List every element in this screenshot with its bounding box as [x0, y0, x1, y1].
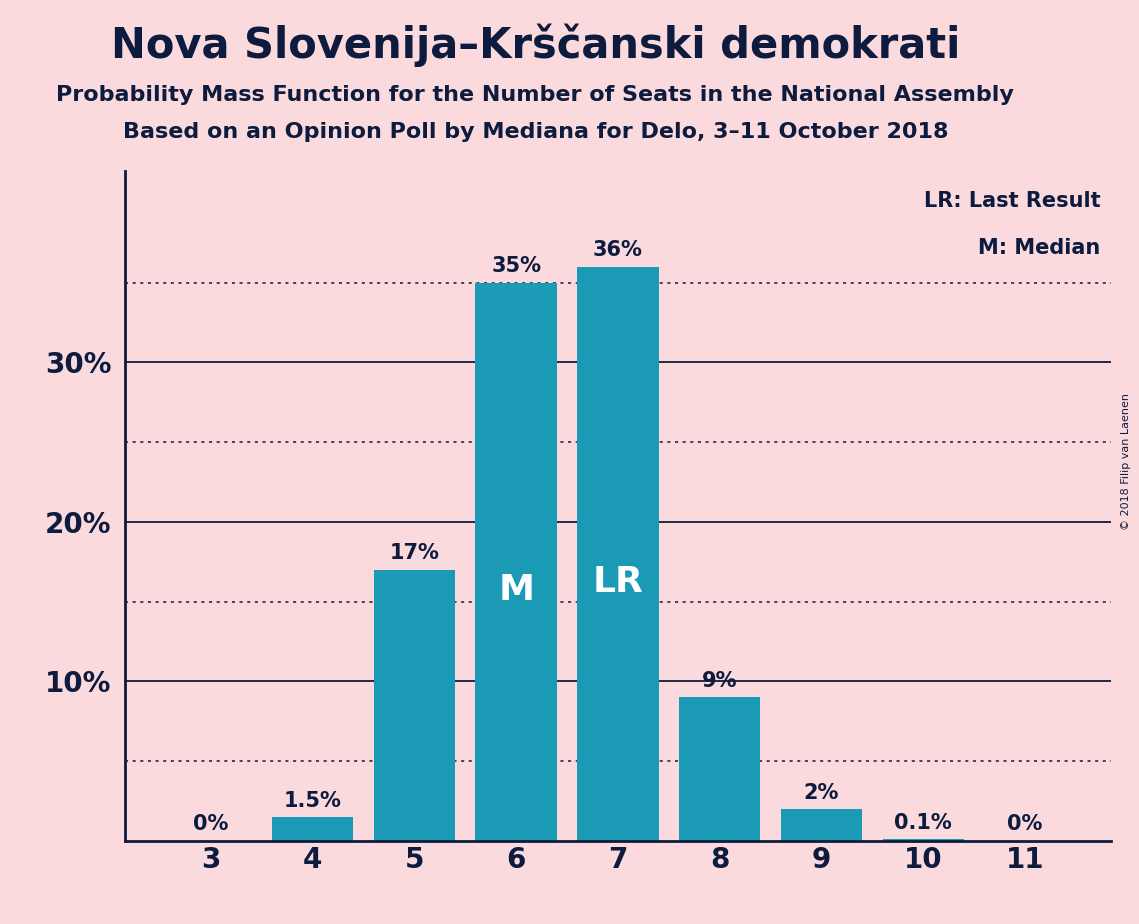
Bar [679, 698, 761, 841]
Bar [577, 267, 658, 841]
Text: 0.1%: 0.1% [894, 813, 952, 833]
Text: 0%: 0% [194, 814, 229, 834]
Text: 36%: 36% [593, 240, 642, 261]
Text: 17%: 17% [390, 543, 440, 564]
Bar [475, 283, 557, 841]
Text: © 2018 Filip van Laenen: © 2018 Filip van Laenen [1121, 394, 1131, 530]
Bar [272, 817, 353, 841]
Text: LR: Last Result: LR: Last Result [924, 191, 1100, 211]
Bar [374, 570, 456, 841]
Text: 2%: 2% [804, 783, 839, 803]
Text: 9%: 9% [702, 671, 737, 691]
Text: 1.5%: 1.5% [284, 791, 342, 810]
Text: LR: LR [592, 565, 644, 600]
Bar [883, 839, 964, 841]
Text: M: M [498, 573, 534, 607]
Text: Based on an Opinion Poll by Mediana for Delo, 3–11 October 2018: Based on an Opinion Poll by Mediana for … [123, 122, 948, 142]
Text: M: Median: M: Median [978, 238, 1100, 258]
Text: Probability Mass Function for the Number of Seats in the National Assembly: Probability Mass Function for the Number… [57, 85, 1014, 105]
Bar [780, 808, 862, 841]
Text: Nova Slovenija–Krščanski demokrati: Nova Slovenija–Krščanski demokrati [110, 23, 960, 67]
Text: 0%: 0% [1007, 814, 1042, 834]
Text: 35%: 35% [491, 256, 541, 276]
